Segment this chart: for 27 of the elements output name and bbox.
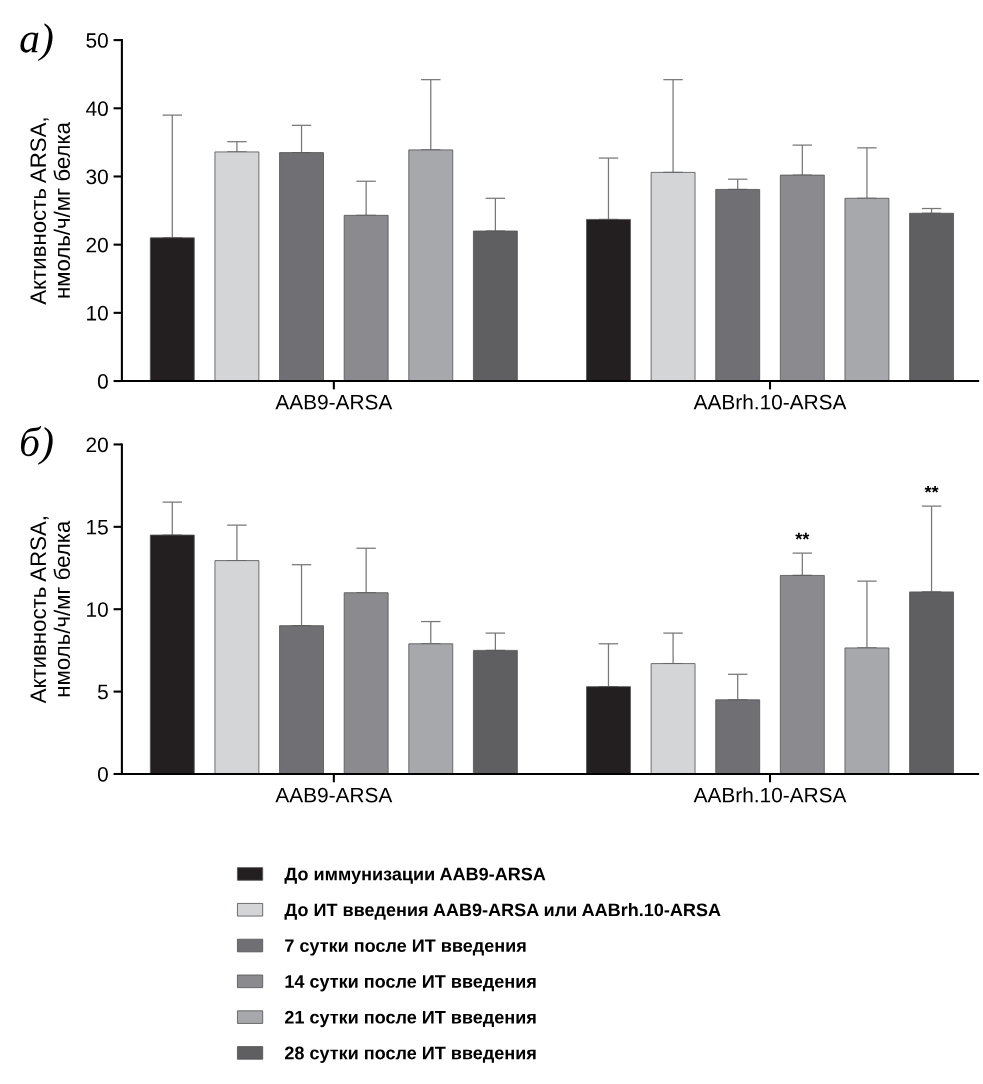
- y-tick-label: 0: [97, 766, 108, 782]
- annotation: **: [795, 532, 810, 540]
- legend-label: 14 сутки после ИТ введения: [285, 975, 536, 992]
- y-tick-label: 5: [97, 684, 108, 700]
- legend-label: До иммунизации AAB9-ARSA: [284, 867, 546, 885]
- y-tick-label: 20: [86, 437, 108, 453]
- y-tick-label: 30: [86, 169, 108, 185]
- annotation: **: [924, 485, 939, 493]
- y-tick-label: 15: [87, 520, 108, 535]
- chart-title: б): [20, 426, 53, 465]
- legend-label: До ИТ введения AAB9-ARSA или AABrh.10-ARSA: [284, 902, 721, 920]
- y-tick-label: 50: [86, 33, 108, 48]
- x-tick-label: AAB9-ARSA: [275, 787, 393, 803]
- y-tick-label: 10: [87, 305, 108, 321]
- x-tick-label: AAB9-ARSA: [275, 394, 393, 410]
- y-tick-label: 40: [86, 101, 108, 117]
- x-tick-label: AABrh.10-ARSA: [693, 394, 847, 410]
- y-axis-title: Активность ARSA, нмоль/ч/мг белка: [30, 517, 71, 704]
- y-tick-label: 20: [86, 237, 108, 253]
- y-tick-label: 0: [97, 374, 108, 389]
- legend-label: 7 сутки после ИТ введения: [285, 939, 526, 956]
- chart-title: а): [20, 23, 53, 62]
- y-axis-title: Активность ARSA, нмоль/ч/мг белка: [30, 118, 71, 305]
- legend-label: 28 сутки после ИТ введения: [285, 1046, 536, 1063]
- legend-label: 21 сутки после ИТ введения: [285, 1010, 536, 1028]
- x-tick-label: AABrh.10-ARSA: [693, 787, 847, 803]
- y-tick-label: 10: [87, 602, 108, 617]
